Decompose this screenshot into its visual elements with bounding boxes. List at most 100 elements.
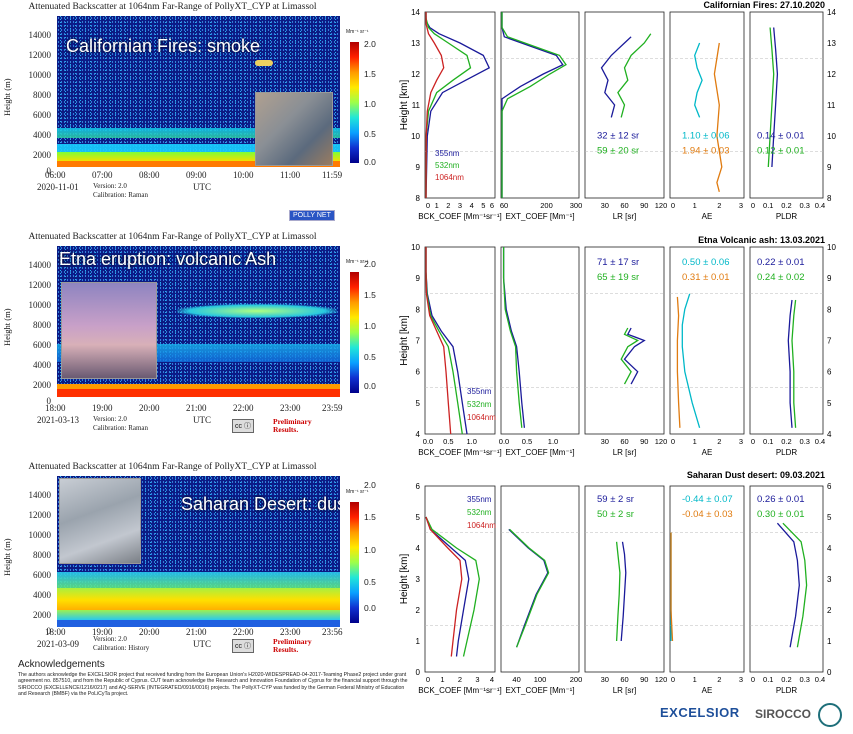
y-tick: 2000 (33, 150, 51, 160)
y-tick: 12000 (28, 510, 52, 520)
profile-line (791, 299, 797, 428)
x-tick: 0.3 (800, 201, 810, 210)
x-tick: 0.2 (781, 675, 791, 684)
profile-line (676, 296, 681, 428)
profile-panel-frame (584, 246, 665, 435)
x-tick: 2 (458, 675, 462, 684)
version-label: Version: 2.0 (93, 182, 127, 190)
y-tick: 6000 (33, 110, 51, 120)
x-axis-label: BCK_COEF [Mm⁻¹sr⁻¹] (418, 448, 502, 457)
y-tick-left: 9 (416, 163, 421, 172)
y-tick: 8000 (33, 320, 51, 330)
annotation-value: 71 ± 17 sr (597, 257, 639, 268)
x-tick: 20:00 (139, 627, 160, 637)
quicklook-y-label: Height (m) (2, 308, 12, 346)
x-tick: 100 (534, 675, 547, 684)
y-tick-right: 0 (827, 668, 832, 677)
lidar-profile-charts: Californian Fires: 27.10.2020 Height [km]… (399, 0, 836, 695)
x-tick: 3 (739, 201, 743, 210)
x-axis-label: AE (702, 686, 713, 695)
profile-panel-frame (424, 11, 496, 199)
x-tick: 300 (570, 201, 583, 210)
y-tick-left: 10 (411, 132, 420, 141)
annotation-value: 1.94 ± 0.03 (682, 145, 729, 156)
quicklook-title: Attenuated Backscatter at 1064nm Far-Ran… (28, 462, 317, 472)
profile-line (425, 12, 472, 199)
creative-commons-badge: cc ⓘ (232, 419, 254, 433)
preliminary-results: Preliminary Results. (273, 637, 312, 654)
chart-title: Californian Fires: 27.10.2020 (703, 0, 825, 10)
quicklook-y-axis: Height (m) 14000 12000 10000 8000 6000 4… (0, 16, 57, 176)
x-tick: 60 (620, 201, 628, 210)
chart-title: Saharan Dust desert: 09.03.2021 (687, 470, 825, 480)
x-axis-label: EXT_COEF [Mm⁻¹] (505, 212, 574, 221)
x-tick: 2 (717, 675, 721, 684)
y-tick-right: 9 (827, 163, 832, 172)
x-tick: 19:00 (92, 627, 113, 637)
profile-line (787, 299, 793, 428)
profile-panel-frame (669, 485, 745, 673)
y-tick: 14000 (28, 260, 52, 270)
annotation-value: 0.22 ± 0.01 (757, 257, 804, 268)
y-tick-left: 12 (411, 70, 420, 79)
y-tick-left: 13 (411, 39, 420, 48)
y-tick: 6000 (33, 570, 51, 580)
legend-entry: 1064nm (467, 413, 496, 422)
x-tick: 21:00 (186, 403, 207, 413)
x-tick: 120 (655, 437, 668, 446)
annotation-value: 65 ± 19 sr (597, 272, 639, 283)
x-axis-label: LR [sr] (613, 448, 637, 457)
profile-line (600, 36, 632, 118)
y-axis-label: Height [km] (399, 79, 410, 130)
x-tick: 20:00 (139, 403, 160, 413)
x-unit: UTC (193, 182, 211, 192)
date-label: 2020-11-01 (37, 182, 79, 192)
sirocco-logo: SIROCCO (755, 707, 812, 721)
quicklook-title: Attenuated Backscatter at 1064nm Far-Ran… (28, 232, 317, 242)
y-tick-right: 1 (827, 637, 832, 646)
x-tick: 1.0 (548, 437, 558, 446)
x-tick: 0.5 (522, 437, 532, 446)
colorbar-tick: 0.5 (364, 129, 376, 139)
x-tick: 0 (751, 201, 755, 210)
x-tick: 0.0 (423, 437, 433, 446)
colorbar-tick: 0.0 (364, 381, 376, 391)
x-tick: 0.3 (800, 675, 810, 684)
profile-line (501, 12, 567, 198)
colorbar-tick: 0.5 (364, 352, 376, 362)
x-axis-label: PLDR (776, 448, 798, 457)
y-tick: 12000 (28, 50, 52, 60)
profile-panel-frame (500, 485, 580, 673)
colorbar-tick: 1.0 (364, 321, 376, 331)
y-tick: 0 (46, 166, 52, 176)
calibration-label: Calibration: Raman (93, 424, 149, 432)
dust-photo (59, 478, 141, 564)
x-tick: 1 (693, 675, 697, 684)
x-tick: 4 (470, 201, 474, 210)
x-tick: 1 (440, 675, 444, 684)
x-unit: UTC (193, 415, 211, 425)
y-tick-right: 10 (827, 132, 836, 141)
x-tick: 120 (655, 201, 668, 210)
y-tick-right: 11 (827, 101, 836, 110)
x-tick: 11:59 (322, 170, 343, 180)
profile-panel-frame (749, 246, 824, 435)
x-tick: 23:00 (280, 403, 301, 413)
x-tick: 07:00 (92, 170, 113, 180)
y-tick: 8000 (33, 90, 51, 100)
x-tick: 2 (446, 201, 450, 210)
y-tick: 12000 (28, 280, 52, 290)
y-tick-left: 4 (416, 544, 421, 553)
y-tick-right: 6 (827, 482, 832, 491)
x-tick: 3 (739, 437, 743, 446)
y-tick-right: 12 (827, 70, 836, 79)
quicklook-y-label: Height (m) (2, 538, 12, 576)
x-unit: UTC (193, 639, 211, 649)
x-tick: 19:00 (92, 403, 113, 413)
preliminary-results: Preliminary Results. (273, 417, 312, 434)
profile-line (617, 33, 652, 118)
backscatter-quicklook-image: Saharan Desert: dust (57, 476, 340, 627)
colorbar-tick: 0.0 (364, 157, 376, 167)
y-tick-right: 8 (827, 305, 832, 314)
x-tick: 4 (490, 675, 494, 684)
